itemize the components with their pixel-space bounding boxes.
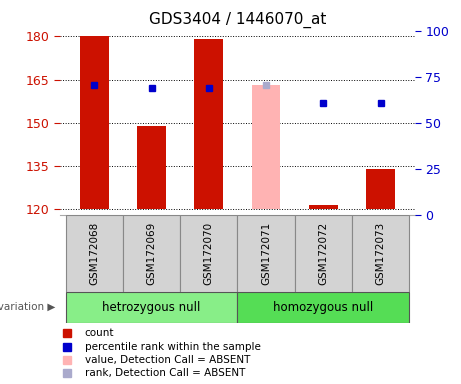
Bar — [309, 205, 337, 209]
Bar — [237, 215, 295, 292]
Bar — [366, 169, 395, 209]
Text: count: count — [85, 328, 114, 338]
Text: rank, Detection Call = ABSENT: rank, Detection Call = ABSENT — [85, 368, 245, 379]
Bar — [252, 86, 280, 209]
Text: GSM172068: GSM172068 — [89, 222, 99, 285]
Bar — [137, 126, 166, 209]
Bar — [80, 36, 109, 209]
Bar — [65, 215, 123, 292]
Bar — [352, 215, 409, 292]
Text: GSM172073: GSM172073 — [376, 222, 385, 285]
Title: GDS3404 / 1446070_at: GDS3404 / 1446070_at — [149, 12, 326, 28]
Text: GSM172069: GSM172069 — [147, 222, 157, 285]
Text: hetrozygous null: hetrozygous null — [102, 301, 201, 314]
Bar — [295, 215, 352, 292]
Text: genotype/variation ▶: genotype/variation ▶ — [0, 302, 55, 312]
Text: value, Detection Call = ABSENT: value, Detection Call = ABSENT — [85, 355, 250, 365]
Bar — [180, 215, 237, 292]
Text: homozygous null: homozygous null — [273, 301, 373, 314]
Text: GSM172072: GSM172072 — [318, 222, 328, 285]
Bar — [195, 40, 223, 209]
Text: percentile rank within the sample: percentile rank within the sample — [85, 341, 260, 352]
Bar — [123, 215, 180, 292]
Text: GSM172071: GSM172071 — [261, 222, 271, 285]
Text: GSM172070: GSM172070 — [204, 222, 214, 285]
Bar — [65, 292, 237, 323]
Bar — [237, 292, 409, 323]
